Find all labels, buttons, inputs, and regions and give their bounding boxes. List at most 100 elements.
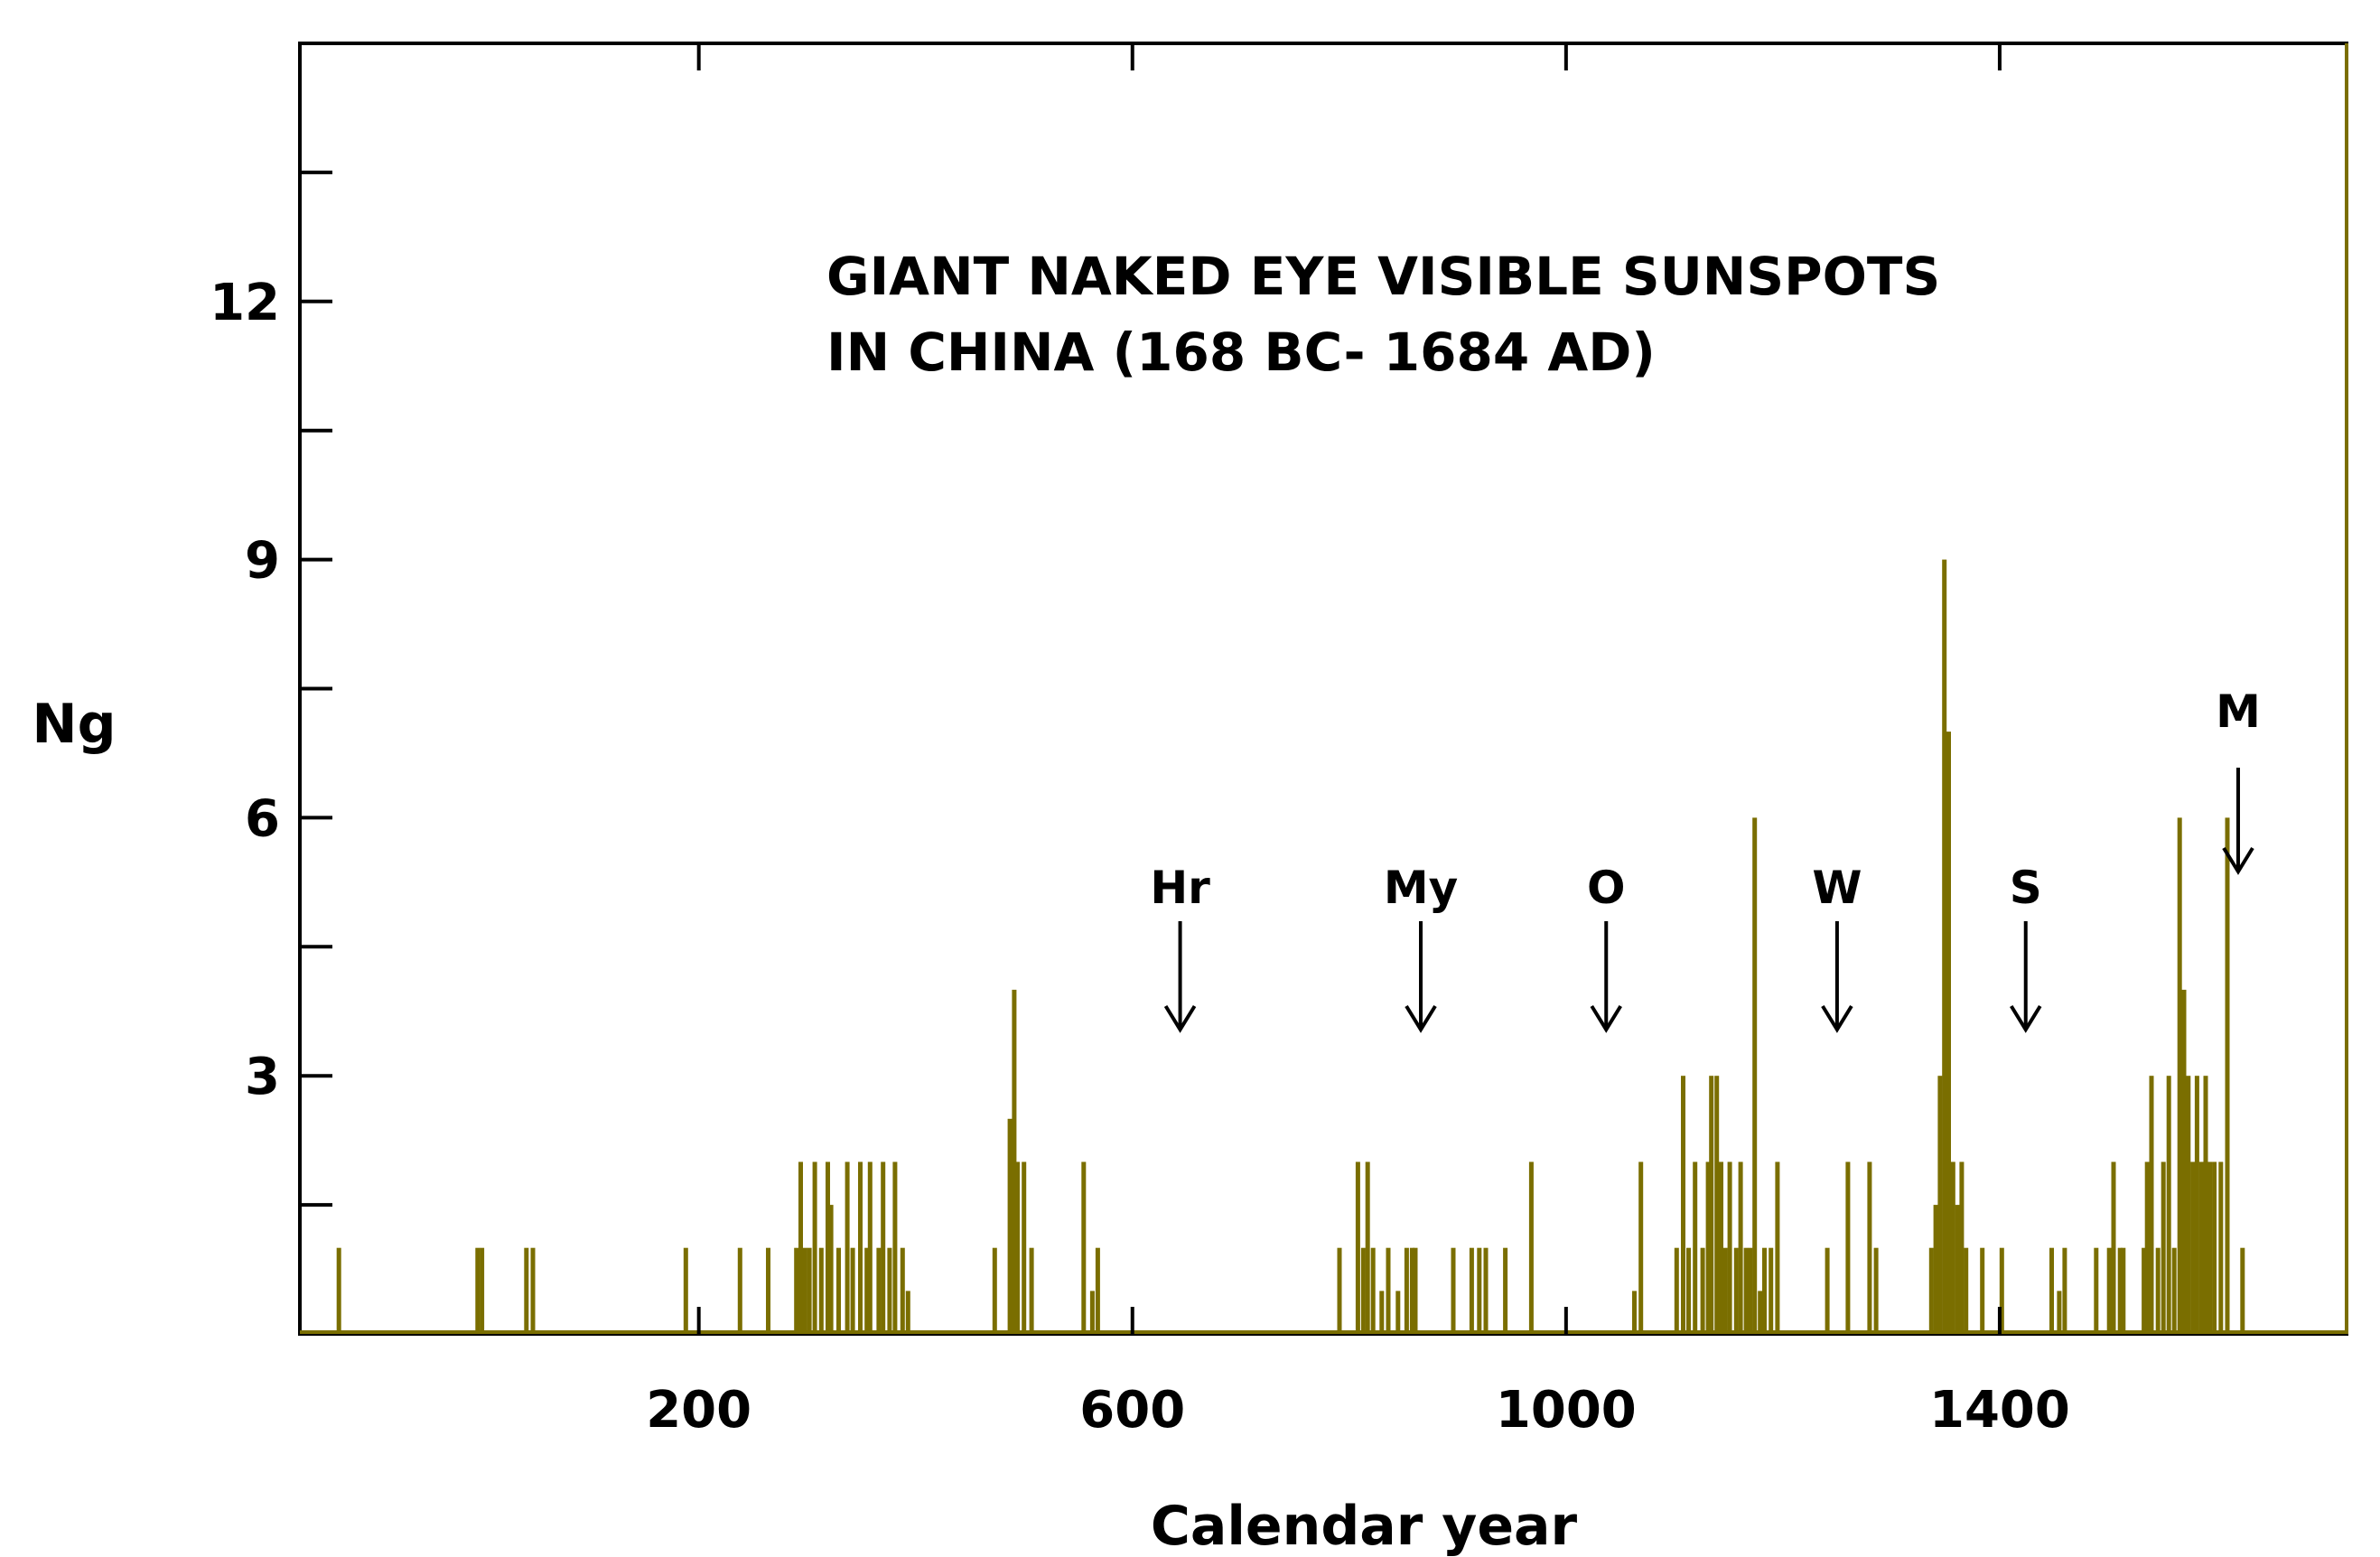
bar [1933, 1205, 1938, 1334]
y-tick-label: 9 [245, 532, 280, 591]
bar [2186, 1076, 2191, 1334]
bar [1413, 1247, 1418, 1334]
bar [1404, 1247, 1409, 1334]
bar [1370, 1247, 1376, 1334]
chart-title-line-2: IN CHINA (168 BC- 1684 AD) [826, 322, 1656, 383]
bar [1722, 1247, 1728, 1334]
bar-series [300, 559, 2347, 1334]
bar [1705, 1161, 1711, 1334]
bar [828, 1205, 834, 1334]
x-axis-label: Calendar year [1151, 1495, 1578, 1557]
period-annotations: Hr My O W S M [1150, 685, 2261, 1033]
bar [1337, 1247, 1342, 1334]
bar [900, 1247, 905, 1334]
annotation-arrowhead [2222, 846, 2254, 875]
bar [1469, 1247, 1474, 1334]
x-tick-label: 1000 [1496, 1381, 1637, 1440]
bar [794, 1247, 799, 1334]
bar [1999, 1247, 2004, 1334]
y-tick-label: 12 [210, 274, 280, 332]
bar [2142, 1247, 2147, 1334]
bar [2155, 1247, 2161, 1334]
bar [2207, 1161, 2213, 1334]
bar [1775, 1161, 1780, 1334]
annotation-arrowhead [1590, 1004, 1622, 1033]
bar [2094, 1247, 2099, 1334]
bar [1762, 1247, 1767, 1334]
plot-frame [298, 42, 2348, 1336]
bar [2212, 1161, 2217, 1334]
bar [530, 1247, 536, 1334]
bar [798, 1161, 803, 1334]
bar [766, 1247, 770, 1334]
x-tick-label: 600 [1079, 1381, 1185, 1440]
bar [1748, 1247, 1753, 1334]
bar [1964, 1247, 1969, 1334]
annotation-label: Hr [1150, 862, 1210, 914]
bar [2117, 1247, 2123, 1334]
bar [2198, 1161, 2204, 1334]
bar [992, 1247, 997, 1334]
bar [1758, 1291, 1763, 1334]
bar [1709, 1076, 1714, 1334]
bar [1386, 1247, 1391, 1334]
x-tick-label: 1400 [1929, 1381, 2070, 1440]
bar [1719, 1161, 1723, 1334]
bar [1693, 1161, 1698, 1334]
bar [2171, 1247, 2177, 1334]
bar [480, 1247, 485, 1334]
bar [818, 1247, 824, 1334]
bar [1714, 1076, 1720, 1334]
y-axis-label: Ng [32, 693, 116, 756]
bar [1451, 1247, 1456, 1334]
annotation-label: S [2010, 862, 2042, 914]
bar [1638, 1161, 1644, 1334]
bar [2144, 1161, 2150, 1334]
bar [2218, 1161, 2224, 1334]
bar [524, 1247, 529, 1334]
bar [1686, 1247, 1691, 1334]
bar [1022, 1161, 1027, 1334]
annotation-arrowhead [2010, 1004, 2042, 1033]
bar [1738, 1161, 1743, 1334]
bar [2062, 1247, 2067, 1334]
bar [2240, 1247, 2245, 1334]
bar [1355, 1161, 1360, 1334]
bar [887, 1247, 892, 1334]
bar [1007, 1118, 1013, 1334]
y-tick-label: 3 [245, 1048, 280, 1106]
axis-ticks: 200 600 1000 1400 3 6 9 12 [210, 43, 2070, 1440]
bar [812, 1161, 817, 1334]
bar [1928, 1247, 1934, 1334]
bar [1483, 1247, 1489, 1334]
bar [1095, 1247, 1100, 1334]
bar [2177, 817, 2182, 1334]
x-tick-label: 200 [646, 1381, 751, 1440]
bar [905, 1291, 910, 1334]
bar [2225, 817, 2230, 1334]
annotation-label: M [2216, 685, 2261, 738]
bar [475, 1247, 481, 1334]
bar [864, 1247, 870, 1334]
bar [1700, 1247, 1705, 1334]
bar [1395, 1291, 1401, 1334]
bar [1980, 1247, 1985, 1334]
bar [2194, 1076, 2199, 1334]
chart-title-line-1: GIANT NAKED EYE VISIBLE SUNSPOTS [826, 246, 1940, 307]
bar [1959, 1161, 1965, 1334]
bar [2049, 1247, 2054, 1334]
bar [737, 1247, 742, 1334]
bar [1825, 1247, 1830, 1334]
bar [1632, 1291, 1637, 1334]
bar [1379, 1291, 1385, 1334]
bar [1681, 1076, 1685, 1334]
bar [867, 1161, 873, 1334]
bar [881, 1161, 886, 1334]
y-tick-label: 6 [245, 789, 280, 848]
bar [2106, 1247, 2112, 1334]
bar [2057, 1291, 2062, 1334]
bar [836, 1247, 841, 1334]
bar [858, 1161, 863, 1334]
bar [1503, 1247, 1508, 1334]
